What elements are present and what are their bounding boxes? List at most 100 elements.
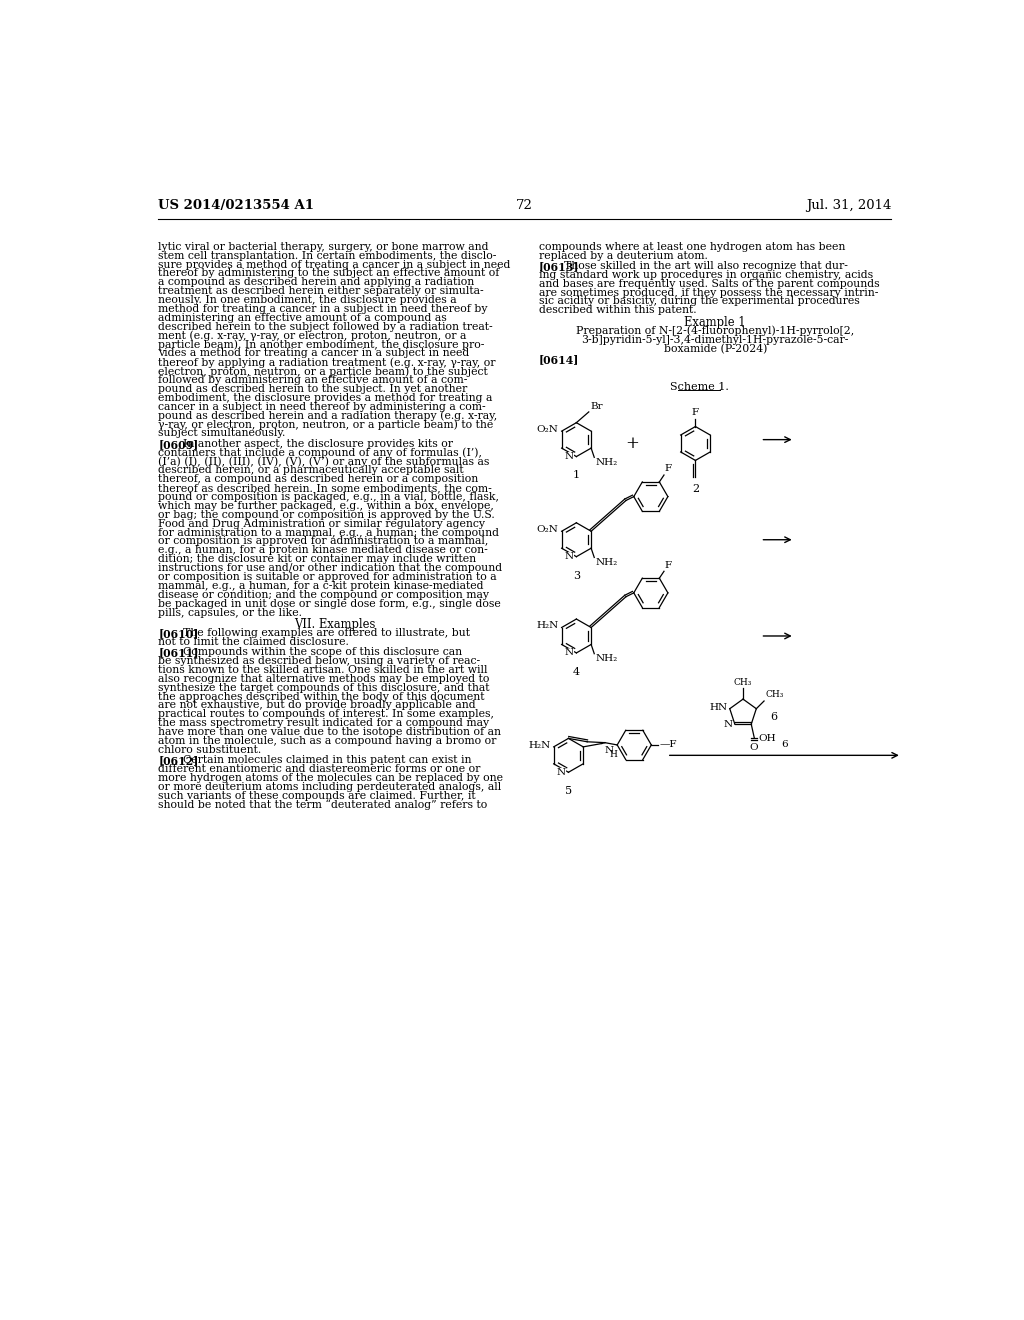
Text: a compound as described herein and applying a radiation: a compound as described herein and apply…	[158, 277, 474, 288]
Text: embodiment, the disclosure provides a method for treating a: embodiment, the disclosure provides a me…	[158, 393, 493, 403]
Text: thereof as described herein. In some embodiments, the com-: thereof as described herein. In some emb…	[158, 483, 492, 494]
Text: 6: 6	[781, 741, 787, 750]
Text: CH₃: CH₃	[734, 677, 753, 686]
Text: 3-b]pyridin-5-yl]-3,4-dimethyl-1H-pyrazole-5-car-: 3-b]pyridin-5-yl]-3,4-dimethyl-1H-pyrazo…	[582, 335, 849, 345]
Text: pound as described herein to the subject. In yet another: pound as described herein to the subject…	[158, 384, 467, 393]
Text: N: N	[565, 451, 574, 461]
Text: followed by administering an effective amount of a com-: followed by administering an effective a…	[158, 375, 468, 385]
Text: H₂N: H₂N	[528, 741, 551, 750]
Text: VII. Examples: VII. Examples	[294, 618, 375, 631]
Text: F: F	[692, 408, 699, 417]
Text: N: N	[723, 719, 732, 729]
Text: tions known to the skilled artisan. One skilled in the art will: tions known to the skilled artisan. One …	[158, 665, 487, 675]
Text: F: F	[665, 561, 672, 570]
Text: pills, capsules, or the like.: pills, capsules, or the like.	[158, 607, 302, 618]
Text: US 2014/0213554 A1: US 2014/0213554 A1	[158, 199, 314, 213]
Text: In another aspect, the disclosure provides kits or: In another aspect, the disclosure provid…	[183, 438, 453, 449]
Text: Jul. 31, 2014: Jul. 31, 2014	[806, 199, 892, 213]
Text: 3: 3	[572, 570, 580, 581]
Text: H₂N: H₂N	[537, 622, 558, 631]
Text: [0614]: [0614]	[539, 354, 580, 364]
Text: NH₂: NH₂	[595, 558, 617, 568]
Text: thereof by applying a radiation treatment (e.g. x-ray, γ-ray, or: thereof by applying a radiation treatmen…	[158, 358, 496, 368]
Text: administering an effective amount of a compound as: administering an effective amount of a c…	[158, 313, 446, 323]
Text: CH₃: CH₃	[766, 689, 784, 698]
Text: described herein to the subject followed by a radiation treat-: described herein to the subject followed…	[158, 322, 493, 331]
Text: containers that include a compound of any of formulas (I’),: containers that include a compound of an…	[158, 447, 482, 458]
Text: Example 1: Example 1	[684, 315, 746, 329]
Text: [0610]: [0610]	[158, 628, 199, 639]
Text: 72: 72	[516, 199, 534, 213]
Text: pound or composition is packaged, e.g., in a vial, bottle, flask,: pound or composition is packaged, e.g., …	[158, 492, 499, 502]
Text: O: O	[749, 743, 758, 752]
Text: F: F	[665, 465, 672, 474]
Text: method for treating a cancer in a subject in need thereof by: method for treating a cancer in a subjec…	[158, 304, 487, 314]
Text: +: +	[625, 436, 639, 451]
Text: [0613]: [0613]	[539, 261, 580, 272]
Text: N: N	[557, 768, 566, 776]
Text: [0609]: [0609]	[158, 438, 199, 450]
Text: electron, proton, neutron, or a particle beam) to the subject: electron, proton, neutron, or a particle…	[158, 366, 487, 376]
Text: are not exhaustive, but do provide broadly applicable and: are not exhaustive, but do provide broad…	[158, 701, 476, 710]
Text: or bag; the compound or composition is approved by the U.S.: or bag; the compound or composition is a…	[158, 510, 495, 520]
Text: Food and Drug Administration or similar regulatory agency: Food and Drug Administration or similar …	[158, 519, 485, 528]
Text: have more than one value due to the isotope distribution of an: have more than one value due to the isot…	[158, 727, 501, 737]
Text: not to limit the claimed disclosure.: not to limit the claimed disclosure.	[158, 636, 349, 647]
Text: the approaches described within the body of this document: the approaches described within the body…	[158, 692, 484, 701]
Text: 6: 6	[770, 711, 777, 722]
Text: Scheme 1.: Scheme 1.	[670, 381, 729, 392]
Text: thereof, a compound as described herein or a composition: thereof, a compound as described herein …	[158, 474, 478, 484]
Text: 2: 2	[692, 483, 699, 494]
Text: Those skilled in the art will also recognize that dur-: Those skilled in the art will also recog…	[564, 261, 848, 271]
Text: replaced by a deuterium atom.: replaced by a deuterium atom.	[539, 251, 708, 260]
Text: Compounds within the scope of this disclosure can: Compounds within the scope of this discl…	[183, 647, 462, 657]
Text: N: N	[565, 552, 574, 561]
Text: dition; the disclosure kit or container may include written: dition; the disclosure kit or container …	[158, 554, 476, 564]
Text: (I’a) (I), (II), (III), (IV), (V), (V’) or any of the subformulas as: (I’a) (I), (II), (III), (IV), (V), (V’) …	[158, 457, 489, 467]
Text: described herein, or a pharmaceutically acceptable salt: described herein, or a pharmaceutically …	[158, 466, 464, 475]
Text: stem cell transplantation. In certain embodiments, the disclo-: stem cell transplantation. In certain em…	[158, 251, 497, 260]
Text: lytic viral or bacterial therapy, surgery, or bone marrow and: lytic viral or bacterial therapy, surger…	[158, 242, 488, 252]
Text: Certain molecules claimed in this patent can exist in: Certain molecules claimed in this patent…	[183, 755, 471, 766]
Text: are sometimes produced, if they possess the necessary intrin-: are sometimes produced, if they possess …	[539, 288, 879, 297]
Text: mammal, e.g., a human, for a c-kit protein kinase-mediated: mammal, e.g., a human, for a c-kit prote…	[158, 581, 483, 591]
Text: should be noted that the term “deuterated analog” refers to: should be noted that the term “deuterate…	[158, 800, 487, 810]
Text: 4: 4	[572, 667, 580, 677]
Text: treatment as described herein either separately or simulta-: treatment as described herein either sep…	[158, 286, 483, 296]
Text: vides a method for treating a cancer in a subject in need: vides a method for treating a cancer in …	[158, 348, 469, 359]
Text: cancer in a subject in need thereof by administering a com-: cancer in a subject in need thereof by a…	[158, 401, 485, 412]
Text: pound as described herein and a radiation therapy (e.g. x-ray,: pound as described herein and a radiatio…	[158, 411, 498, 421]
Text: which may be further packaged, e.g., within a box, envelope,: which may be further packaged, e.g., wit…	[158, 500, 494, 511]
Text: atom in the molecule, such as a compound having a bromo or: atom in the molecule, such as a compound…	[158, 737, 497, 746]
Text: [0612]: [0612]	[158, 755, 199, 766]
Text: ment (e.g. x-ray, γ-ray, or electron, proton, neutron, or a: ment (e.g. x-ray, γ-ray, or electron, pr…	[158, 330, 467, 341]
Text: for administration to a mammal, e.g., a human; the compound: for administration to a mammal, e.g., a …	[158, 528, 499, 537]
Text: N: N	[604, 746, 613, 755]
Text: e.g., a human, for a protein kinase mediated disease or con-: e.g., a human, for a protein kinase medi…	[158, 545, 487, 556]
Text: practical routes to compounds of interest. In some examples,: practical routes to compounds of interes…	[158, 709, 495, 719]
Text: be synthesized as described below, using a variety of reac-: be synthesized as described below, using…	[158, 656, 480, 667]
Text: and bases are frequently used. Salts of the parent compounds: and bases are frequently used. Salts of …	[539, 279, 880, 289]
Text: Br: Br	[590, 403, 603, 411]
Text: synthesize the target compounds of this disclosure, and that: synthesize the target compounds of this …	[158, 682, 489, 693]
Text: O₂N: O₂N	[537, 425, 558, 434]
Text: neously. In one embodiment, the disclosure provides a: neously. In one embodiment, the disclosu…	[158, 296, 457, 305]
Text: described within this patent.: described within this patent.	[539, 305, 696, 315]
Text: the mass spectrometry result indicated for a compound may: the mass spectrometry result indicated f…	[158, 718, 489, 729]
Text: also recognize that alternative methods may be employed to: also recognize that alternative methods …	[158, 673, 489, 684]
Text: compounds where at least one hydrogen atom has been: compounds where at least one hydrogen at…	[539, 242, 846, 252]
Text: ing standard work up procedures in organic chemistry, acids: ing standard work up procedures in organ…	[539, 269, 873, 280]
Text: particle beam). In another embodiment, the disclosure pro-: particle beam). In another embodiment, t…	[158, 339, 484, 350]
Text: instructions for use and/or other indication that the compound: instructions for use and/or other indica…	[158, 564, 503, 573]
Text: NH₂: NH₂	[595, 458, 617, 467]
Text: —F: —F	[659, 741, 677, 750]
Text: thereof by administering to the subject an effective amount of: thereof by administering to the subject …	[158, 268, 500, 279]
Text: OH: OH	[758, 734, 776, 743]
Text: H: H	[609, 750, 617, 759]
Text: subject simultaneously.: subject simultaneously.	[158, 429, 286, 438]
Text: disease or condition; and the compound or composition may: disease or condition; and the compound o…	[158, 590, 489, 599]
Text: The following examples are offered to illustrate, but: The following examples are offered to il…	[183, 628, 470, 638]
Text: more hydrogen atoms of the molecules can be replaced by one: more hydrogen atoms of the molecules can…	[158, 772, 503, 783]
Text: O₂N: O₂N	[537, 525, 558, 535]
Text: 5: 5	[565, 787, 572, 796]
